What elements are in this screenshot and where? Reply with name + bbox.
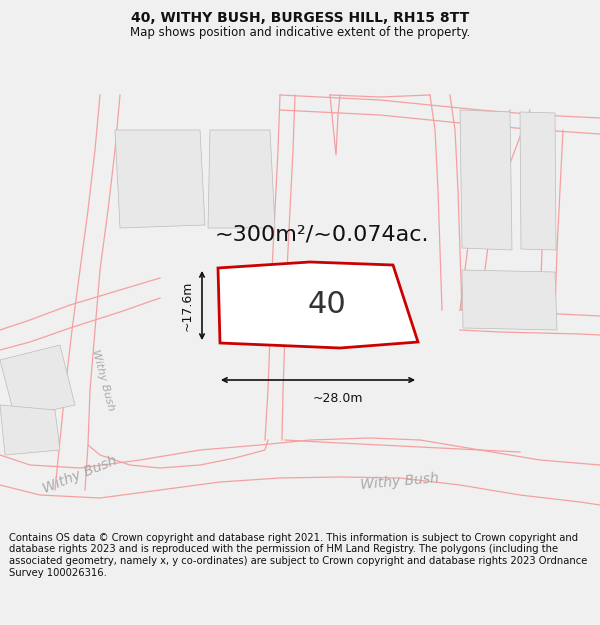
Polygon shape <box>462 270 557 330</box>
Polygon shape <box>520 112 556 250</box>
Polygon shape <box>208 130 275 228</box>
Text: 40, WITHY BUSH, BURGESS HILL, RH15 8TT: 40, WITHY BUSH, BURGESS HILL, RH15 8TT <box>131 11 469 25</box>
Text: ~17.6m: ~17.6m <box>181 280 194 331</box>
Polygon shape <box>0 345 75 418</box>
Text: 40: 40 <box>307 290 346 319</box>
Text: Withy Bush: Withy Bush <box>90 348 116 412</box>
Polygon shape <box>218 262 418 348</box>
Text: ~300m²/~0.074ac.: ~300m²/~0.074ac. <box>215 225 430 245</box>
Text: Map shows position and indicative extent of the property.: Map shows position and indicative extent… <box>130 26 470 39</box>
Text: Contains OS data © Crown copyright and database right 2021. This information is : Contains OS data © Crown copyright and d… <box>9 533 587 578</box>
Polygon shape <box>0 405 60 455</box>
Polygon shape <box>115 130 205 228</box>
Polygon shape <box>460 110 512 250</box>
Text: Withy Bush: Withy Bush <box>41 454 119 496</box>
Text: ~28.0m: ~28.0m <box>313 392 363 405</box>
Text: Withy Bush: Withy Bush <box>360 472 440 492</box>
